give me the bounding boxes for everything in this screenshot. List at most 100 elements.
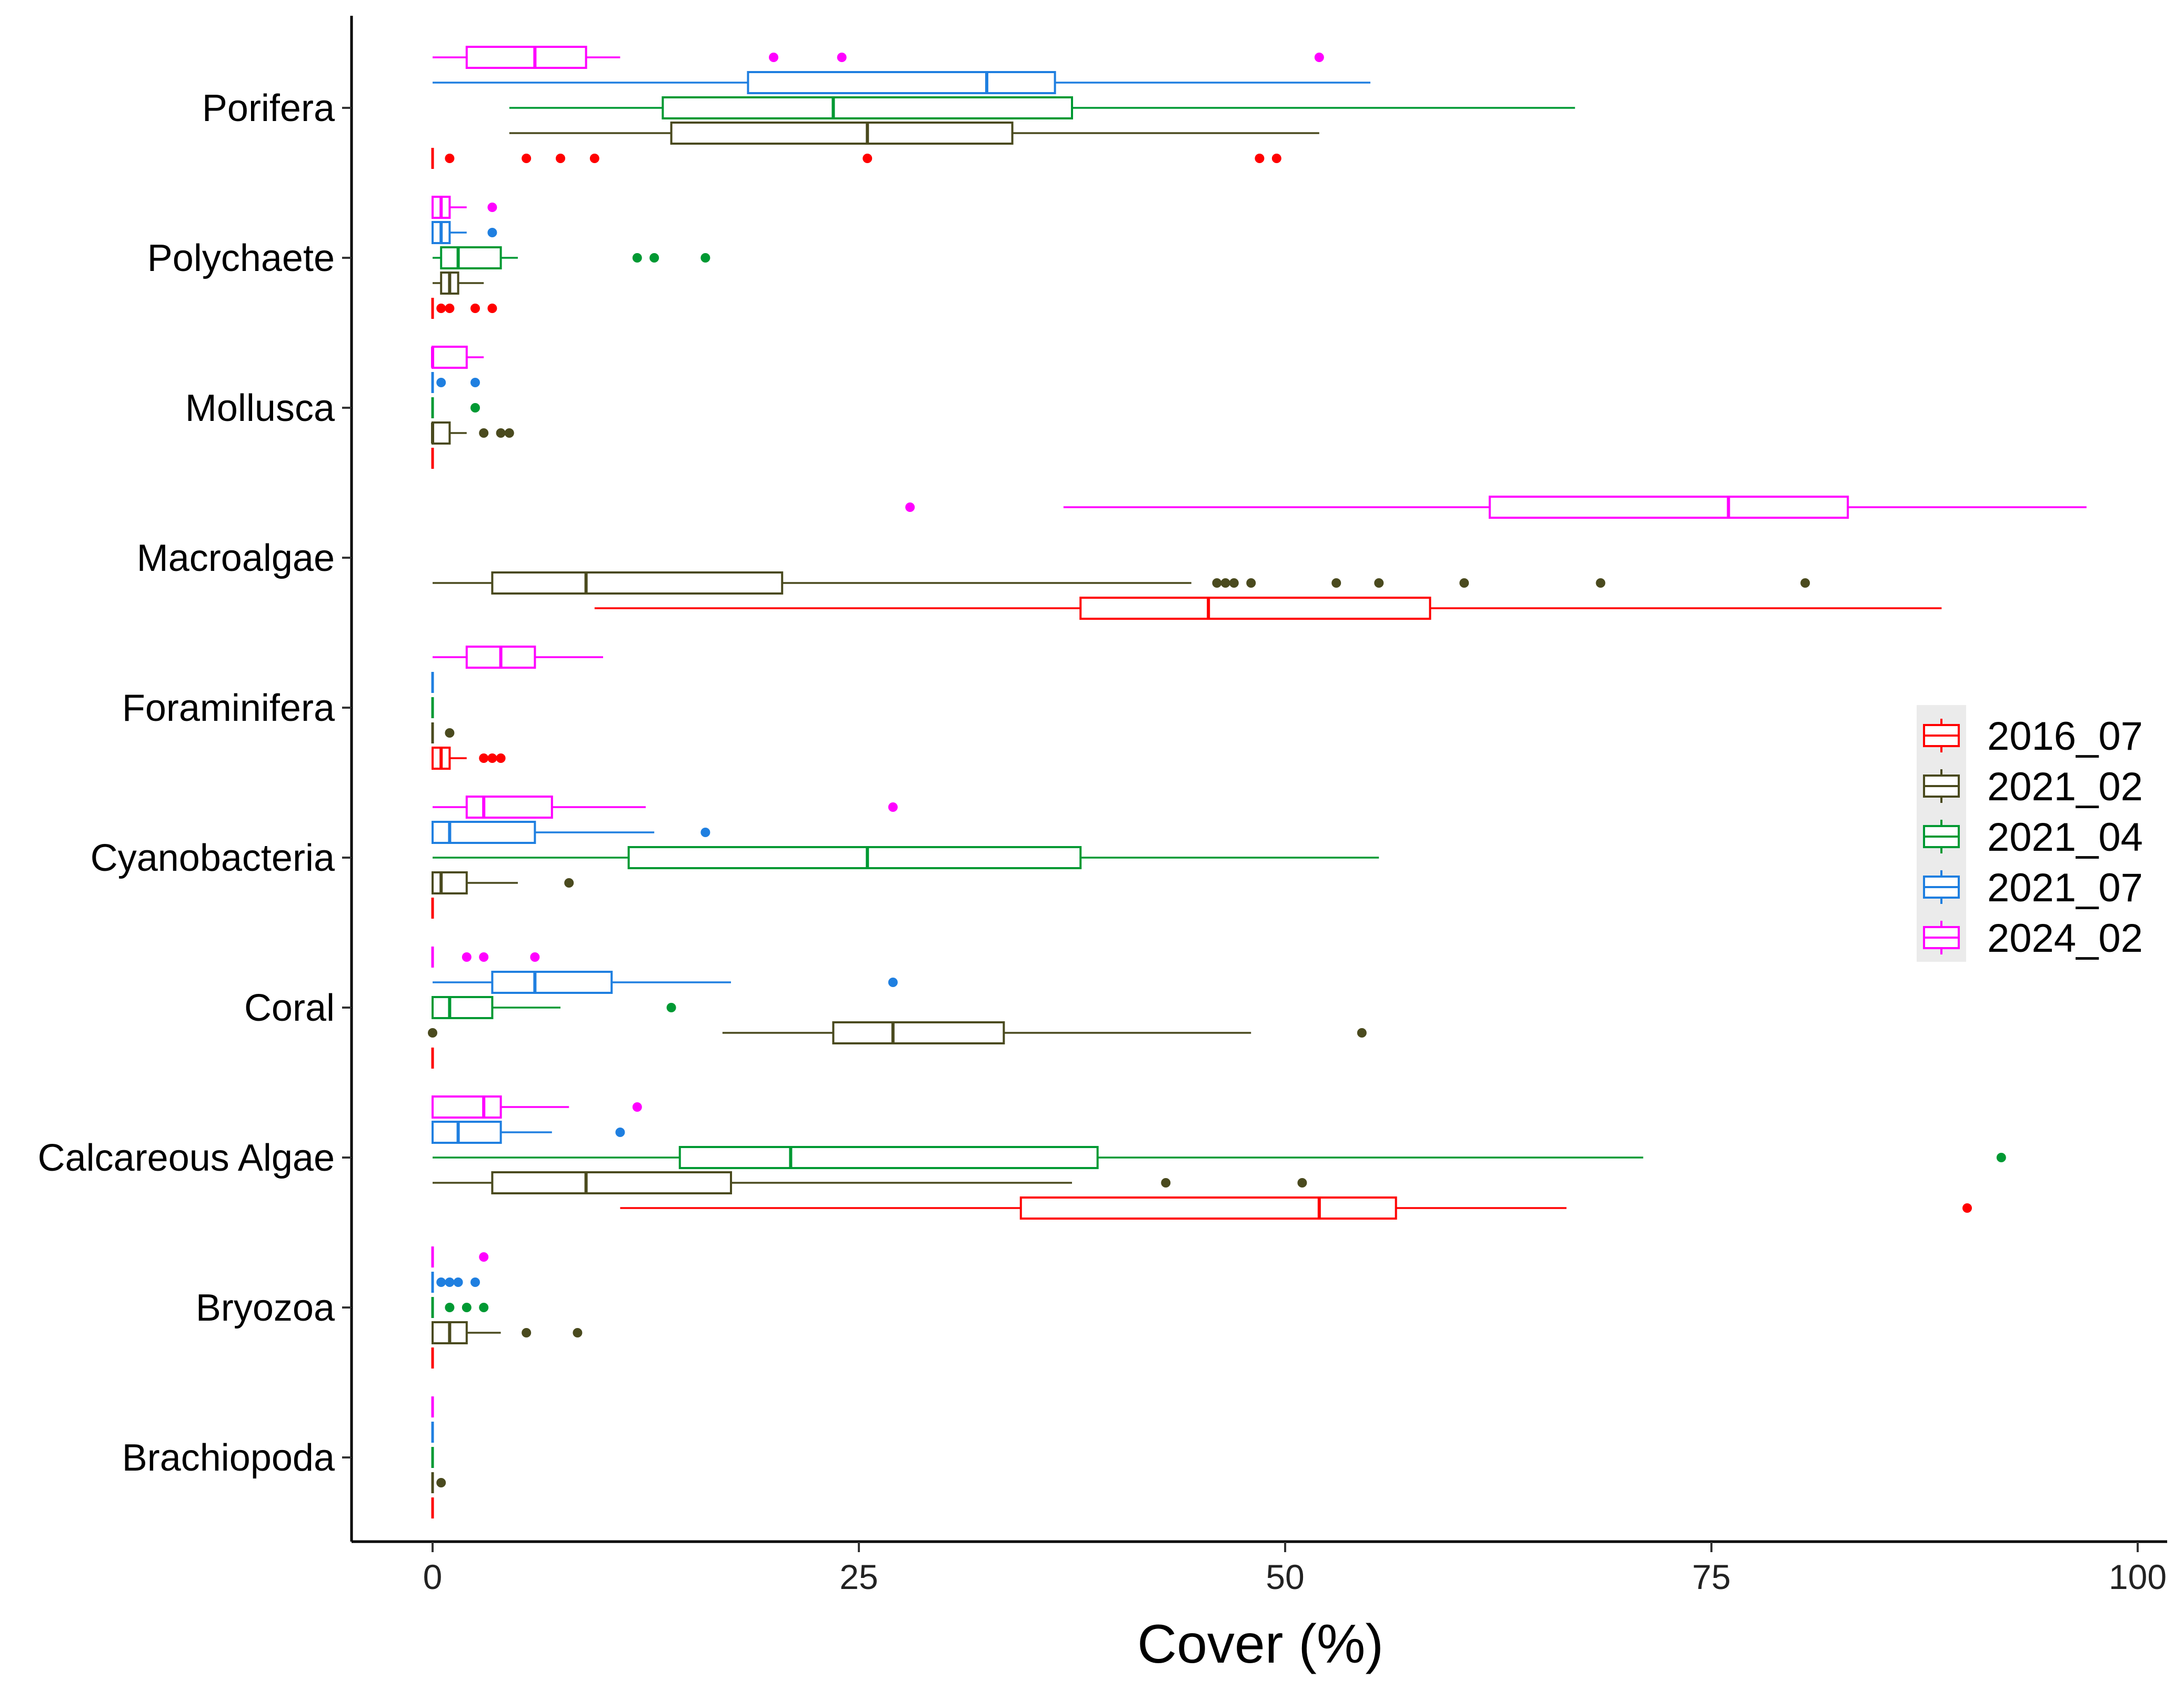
box-macroalgae xyxy=(433,571,1810,595)
box-iqr xyxy=(432,421,451,445)
y-tick-label: Mollusca xyxy=(185,387,335,429)
outlier-point xyxy=(470,403,480,413)
outlier-point xyxy=(1246,578,1256,588)
outlier-point xyxy=(888,802,898,812)
legend-item-2024_02: 2024_02 xyxy=(1923,916,2143,961)
legend-label: 2021_07 xyxy=(1987,866,2143,910)
outlier-point xyxy=(470,378,480,387)
box-bryozoa xyxy=(431,1246,489,1268)
outlier-point xyxy=(573,1328,583,1337)
outlier-point xyxy=(905,502,915,512)
outlier-point xyxy=(445,304,455,313)
box-porifera xyxy=(433,46,1324,69)
outlier-point xyxy=(1314,53,1324,62)
outlier-point xyxy=(522,154,532,163)
outlier-point xyxy=(462,1303,472,1312)
outlier-point xyxy=(589,154,599,163)
outlier-point xyxy=(1255,154,1265,163)
outlier-point xyxy=(479,753,489,763)
box-foraminifera xyxy=(433,646,603,669)
box-iqr xyxy=(432,1121,502,1144)
outlier-point xyxy=(615,1128,625,1137)
outlier-point xyxy=(769,53,778,62)
box-polychaete xyxy=(432,221,497,244)
legend-label: 2024_02 xyxy=(1987,916,2143,961)
outlier-point xyxy=(453,1277,463,1287)
box-calcareous-algae xyxy=(620,1196,1972,1220)
outlier-point xyxy=(479,1252,489,1262)
outlier-point xyxy=(863,154,873,163)
box-mollusca xyxy=(431,397,480,418)
outlier-point xyxy=(1459,578,1469,588)
box-iqr xyxy=(491,1171,733,1194)
outlier-point xyxy=(1331,578,1341,588)
box-porifera xyxy=(431,148,1281,169)
x-axis-title: Cover (%) xyxy=(1137,1614,1384,1675)
outlier-point xyxy=(445,1277,455,1287)
outlier-point xyxy=(1212,578,1222,588)
outlier-point xyxy=(428,1028,437,1038)
outlier-point xyxy=(1357,1028,1367,1038)
box-cyanobacteria xyxy=(433,846,1379,869)
box-iqr xyxy=(627,846,1082,869)
axes-layer xyxy=(350,16,2167,1543)
outlier-point xyxy=(1596,578,1606,588)
y-tick-label: Polychaete xyxy=(147,237,335,279)
series-2024_02 xyxy=(431,46,2087,1417)
box-porifera xyxy=(433,71,1370,94)
outlier-point xyxy=(445,154,455,163)
outlier-point xyxy=(649,253,659,263)
box-coral xyxy=(431,947,540,968)
box-cyanobacteria xyxy=(433,796,898,819)
outlier-point xyxy=(479,1303,489,1312)
box-iqr xyxy=(465,796,553,819)
outlier-point xyxy=(1161,1178,1171,1188)
box-coral xyxy=(433,971,898,994)
box-iqr xyxy=(491,571,784,595)
box-bryozoa xyxy=(431,1272,480,1293)
y-tick-label: Foraminifera xyxy=(122,687,335,729)
y-tick-label: Bryozoa xyxy=(196,1287,335,1329)
box-iqr xyxy=(432,871,468,894)
outlier-point xyxy=(436,1277,446,1287)
boxes-layer xyxy=(428,46,2087,1518)
series-2021_02 xyxy=(428,122,1810,1493)
outlier-point xyxy=(1220,578,1230,588)
outlier-point xyxy=(496,428,506,438)
outlier-point xyxy=(1996,1153,2006,1162)
outlier-point xyxy=(1229,578,1239,588)
outlier-point xyxy=(556,154,565,163)
outlier-point xyxy=(436,378,446,387)
box-iqr xyxy=(670,122,1014,145)
box-porifera xyxy=(509,96,1575,119)
box-polychaete xyxy=(433,246,710,269)
legend-label: 2021_02 xyxy=(1987,764,2143,809)
outlier-point xyxy=(1271,154,1281,163)
outlier-point xyxy=(487,304,497,313)
box-iqr xyxy=(432,1095,502,1119)
box-polychaete xyxy=(432,196,497,219)
legend-item-2016_07: 2016_07 xyxy=(1923,714,2143,759)
box-porifera xyxy=(509,122,1319,145)
outlier-point xyxy=(470,304,480,313)
outlier-point xyxy=(496,753,506,763)
outlier-point xyxy=(487,228,497,237)
box-mollusca xyxy=(431,372,480,393)
outlier-point xyxy=(487,753,497,763)
x-ticks-layer: 0 25 50 75 100 xyxy=(423,1542,2167,1596)
outlier-point xyxy=(700,253,710,263)
x-tick-label: 50 xyxy=(1266,1557,1304,1596)
box-iqr xyxy=(747,71,1056,94)
box-iqr xyxy=(678,1146,1099,1169)
box-cyanobacteria xyxy=(432,821,710,844)
box-calcareous-algae xyxy=(433,1146,2006,1169)
outlier-point xyxy=(564,878,574,888)
legend-item-2021_02: 2021_02 xyxy=(1923,764,2143,809)
box-polychaete xyxy=(433,271,484,295)
series-2021_04 xyxy=(431,96,2006,1468)
y-tick-label: Coral xyxy=(244,987,335,1029)
box-macroalgae xyxy=(594,597,1942,620)
legend-label: 2021_04 xyxy=(1987,815,2143,860)
outlier-point xyxy=(1800,578,1810,588)
